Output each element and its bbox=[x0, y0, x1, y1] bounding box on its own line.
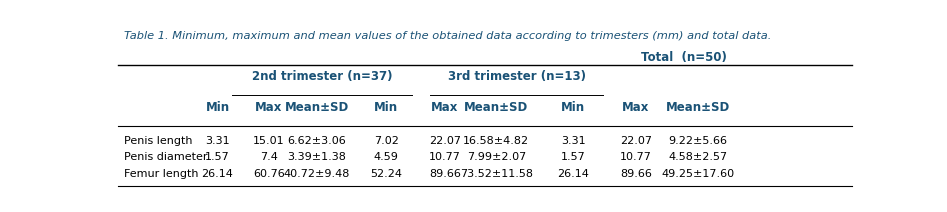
Text: 7.02: 7.02 bbox=[374, 135, 399, 145]
Text: Mean±SD: Mean±SD bbox=[284, 101, 348, 114]
Text: 10.77: 10.77 bbox=[620, 152, 652, 162]
Text: Min: Min bbox=[562, 101, 585, 114]
Text: 7.4: 7.4 bbox=[259, 152, 277, 162]
Text: 2nd trimester (n=37): 2nd trimester (n=37) bbox=[252, 70, 392, 83]
Text: Mean±SD: Mean±SD bbox=[464, 101, 528, 114]
Text: 22.07: 22.07 bbox=[619, 135, 652, 145]
Text: 3.39±1.38: 3.39±1.38 bbox=[287, 152, 346, 162]
Text: 3.31: 3.31 bbox=[561, 135, 586, 145]
Text: 89.66: 89.66 bbox=[620, 169, 652, 179]
Text: Penis diameter: Penis diameter bbox=[124, 152, 207, 162]
Text: 73.52±11.58: 73.52±11.58 bbox=[460, 169, 533, 179]
Text: 1.57: 1.57 bbox=[561, 152, 586, 162]
Text: 26.14: 26.14 bbox=[558, 169, 589, 179]
Text: Max: Max bbox=[431, 101, 458, 114]
Text: 26.14: 26.14 bbox=[202, 169, 233, 179]
Text: 22.07: 22.07 bbox=[429, 135, 461, 145]
Text: 52.24: 52.24 bbox=[370, 169, 402, 179]
Text: 60.76: 60.76 bbox=[253, 169, 285, 179]
Text: Mean±SD: Mean±SD bbox=[666, 101, 730, 114]
Text: 89.66: 89.66 bbox=[429, 169, 461, 179]
Text: 3rd trimester (n=13): 3rd trimester (n=13) bbox=[448, 70, 585, 83]
Text: Max: Max bbox=[622, 101, 650, 114]
Text: Table 1. Minimum, maximum and mean values of the obtained data according to trim: Table 1. Minimum, maximum and mean value… bbox=[124, 31, 772, 41]
Text: Femur length: Femur length bbox=[124, 169, 199, 179]
Text: 7.99±2.07: 7.99±2.07 bbox=[467, 152, 526, 162]
Text: Min: Min bbox=[374, 101, 399, 114]
Text: 1.57: 1.57 bbox=[205, 152, 230, 162]
Text: 3.31: 3.31 bbox=[205, 135, 230, 145]
Text: 10.77: 10.77 bbox=[429, 152, 461, 162]
Text: Min: Min bbox=[205, 101, 229, 114]
Text: Penis length: Penis length bbox=[124, 135, 193, 145]
Text: 16.58±4.82: 16.58±4.82 bbox=[463, 135, 529, 145]
Text: 9.22±5.66: 9.22±5.66 bbox=[669, 135, 727, 145]
Text: Total  (n=50): Total (n=50) bbox=[640, 51, 726, 64]
Text: 49.25±17.60: 49.25±17.60 bbox=[662, 169, 735, 179]
Text: Max: Max bbox=[255, 101, 282, 114]
Text: 6.62±3.06: 6.62±3.06 bbox=[287, 135, 346, 145]
Text: 15.01: 15.01 bbox=[253, 135, 285, 145]
Text: 40.72±9.48: 40.72±9.48 bbox=[283, 169, 349, 179]
Text: 4.59: 4.59 bbox=[374, 152, 399, 162]
Text: 4.58±2.57: 4.58±2.57 bbox=[669, 152, 727, 162]
